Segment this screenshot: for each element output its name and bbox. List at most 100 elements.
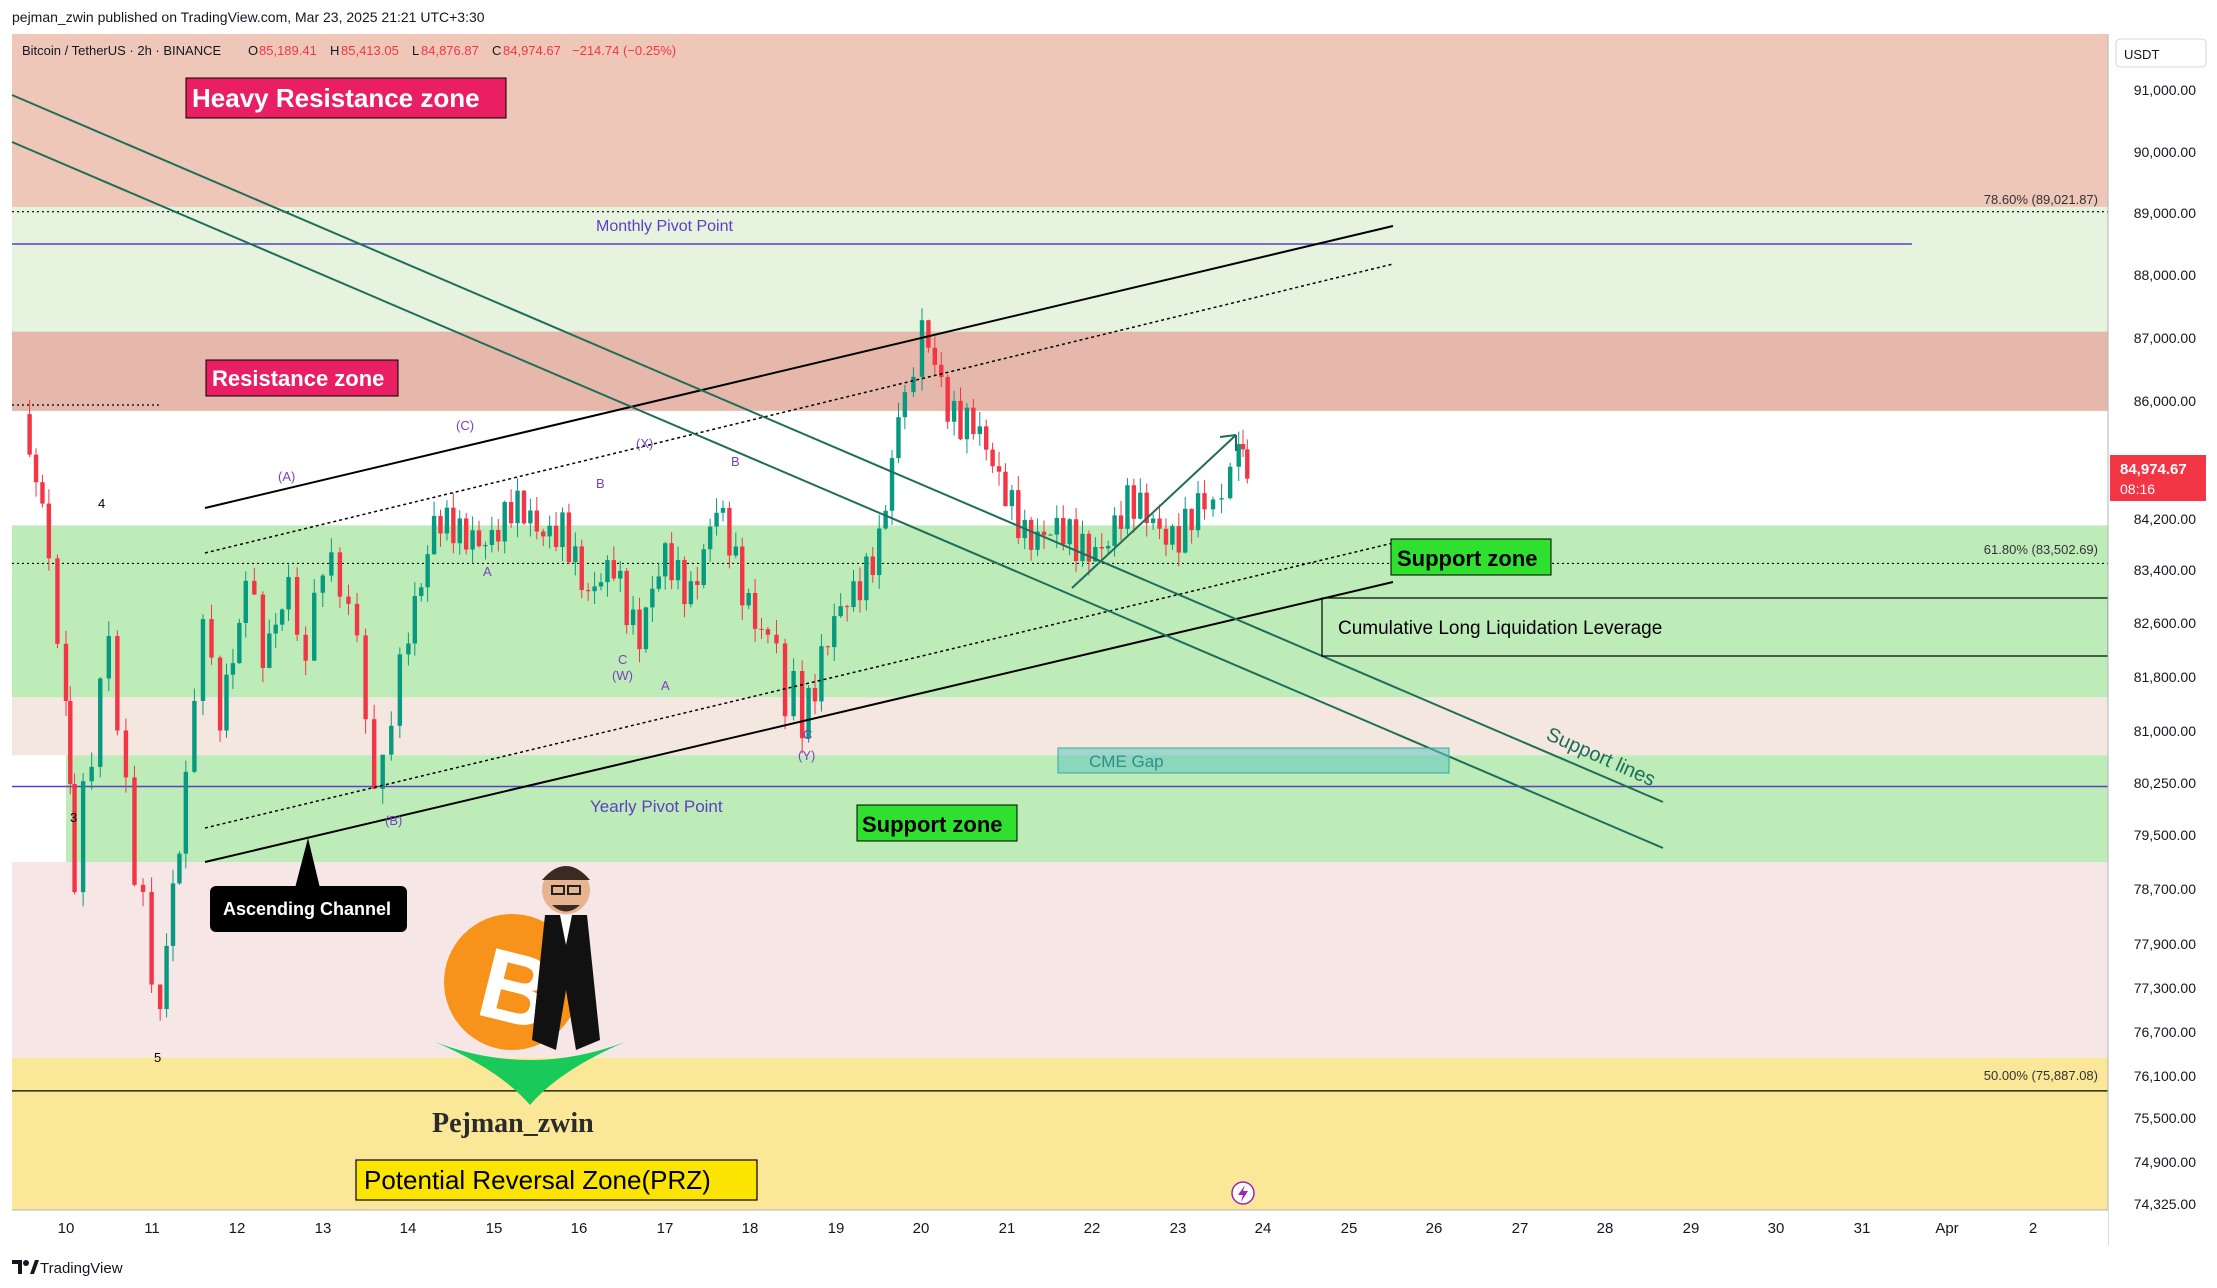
price-tick-label: 83,400.00: [2134, 562, 2196, 578]
time-tick-label: 30: [1768, 1220, 1785, 1237]
wave-label-w: (W): [612, 668, 633, 683]
candle-body: [27, 414, 32, 455]
fib-786-label: 78.60% (89,021.87): [1984, 192, 2098, 207]
candle-body: [294, 577, 300, 635]
candle-body: [412, 596, 418, 644]
candle-body: [528, 510, 533, 524]
price-tick-label: 74,325.00: [2134, 1196, 2196, 1212]
candle-body: [964, 407, 970, 440]
candle-body: [1183, 508, 1188, 553]
candle-body: [106, 636, 111, 679]
projection-arrow-line[interactable]: [1071, 434, 1237, 589]
candle-body: [579, 546, 584, 590]
candle-body: [547, 525, 552, 537]
candle-body: [68, 701, 73, 784]
candle-body: [812, 687, 818, 702]
time-axis[interactable]: [12, 1210, 2108, 1245]
projection-arrow-head: [1219, 434, 1237, 451]
candle-body: [857, 581, 863, 601]
price-tick-label: 80,250.00: [2134, 775, 2196, 791]
candle-body: [123, 730, 129, 778]
ohlc-legend[interactable]: Bitcoin / TetherUS · 2h · BINANCE O 85,1…: [22, 43, 676, 58]
wave-label-c1: C: [618, 652, 627, 667]
support-zone-lower-label: Support zone: [862, 812, 1003, 837]
candle-body: [714, 512, 719, 527]
candle-body: [759, 628, 764, 630]
candle-body: [115, 636, 120, 731]
time-tick-label: Apr: [1935, 1220, 1958, 1237]
time-tick-label: 2: [2029, 1220, 2037, 1237]
cumulative-label: Cumulative Long Liquidation Leverage: [1338, 618, 1662, 639]
candle-body: [80, 781, 86, 893]
candle-body: [260, 594, 266, 668]
cme-gap-label: CME Gap: [1089, 752, 1164, 771]
candle-body: [320, 575, 325, 593]
ascending-channel-label: Ascending Channel: [223, 899, 391, 919]
candle-body: [1009, 490, 1015, 507]
candle-body: [140, 884, 146, 892]
time-tick-label: 22: [1084, 1220, 1101, 1237]
time-tick-label: 11: [144, 1220, 160, 1237]
candle-body: [1105, 545, 1111, 549]
channel-upper-line[interactable]: [204, 225, 1394, 509]
candle-body: [902, 392, 908, 418]
publish-line: pejman_zwin published on TradingView.com…: [12, 9, 485, 25]
candle-body: [1138, 492, 1143, 519]
candle-body: [476, 530, 482, 547]
price-tick-label: 75,500.00: [2134, 1110, 2196, 1126]
candle-body: [675, 559, 681, 581]
candle-body: [1118, 515, 1124, 529]
candle-body: [838, 606, 843, 617]
support-line-lower[interactable]: [11, 141, 1664, 849]
fib-618-label: 61.80% (83,502.69): [1984, 542, 2098, 557]
price-tick-label: 82,600.00: [2134, 615, 2196, 631]
candle-body: [832, 616, 837, 648]
candle-body: [971, 407, 976, 435]
candle-body: [1080, 533, 1085, 562]
candle-body: [707, 526, 713, 550]
levels-layer: [12, 211, 2108, 1092]
time-tick-label: 23: [1170, 1220, 1187, 1237]
candle-body: [46, 503, 52, 559]
candle-body: [397, 654, 403, 726]
candle-body: [363, 635, 368, 720]
wave-label-y: (Y): [798, 748, 815, 763]
zone-0: [12, 34, 2108, 207]
candle-body: [337, 552, 343, 597]
price-tick-label: 76,100.00: [2134, 1068, 2196, 1084]
candle-body: [200, 619, 206, 701]
last-price-countdown: 08:16: [2120, 481, 2155, 497]
ascending-channel-callout-arrow: [295, 838, 320, 888]
candle-body: [560, 512, 565, 548]
wave-label-a1: A: [483, 564, 492, 579]
symbol-label[interactable]: Bitcoin / TetherUS · 2h · BINANCE: [22, 43, 221, 58]
last-price-badge: 84,974.67 08:16: [2110, 455, 2206, 501]
candle-body: [819, 646, 824, 702]
candle-body: [521, 490, 527, 524]
heavy-resistance-label-bg: [185, 77, 507, 119]
support-line-upper[interactable]: [11, 94, 1664, 803]
price-tick-label: 79,500.00: [2134, 827, 2196, 843]
currency-badge[interactable]: [2115, 38, 2207, 68]
candle-body: [585, 589, 591, 592]
price-axis[interactable]: [2108, 34, 2217, 1210]
candle-body: [1189, 508, 1194, 531]
candle-body: [825, 646, 831, 648]
time-tick-label: 10: [58, 1220, 75, 1237]
candle-body: [515, 490, 520, 524]
resistance-label-bg: [205, 359, 399, 397]
time-tick-label: 15: [486, 1220, 503, 1237]
wave-label-3: 3: [70, 810, 77, 825]
candle-body: [217, 657, 223, 731]
candle-body: [1054, 517, 1060, 535]
candle-body: [844, 606, 850, 608]
candle-body: [1099, 546, 1104, 549]
candle-body: [650, 588, 655, 608]
channel-lower-line[interactable]: [204, 581, 1394, 863]
candle-body: [1202, 493, 1207, 510]
lightning-icon[interactable]: [1231, 1181, 1255, 1205]
candle-body: [508, 502, 514, 524]
candle-body: [371, 719, 377, 789]
candle-body: [1176, 526, 1181, 553]
